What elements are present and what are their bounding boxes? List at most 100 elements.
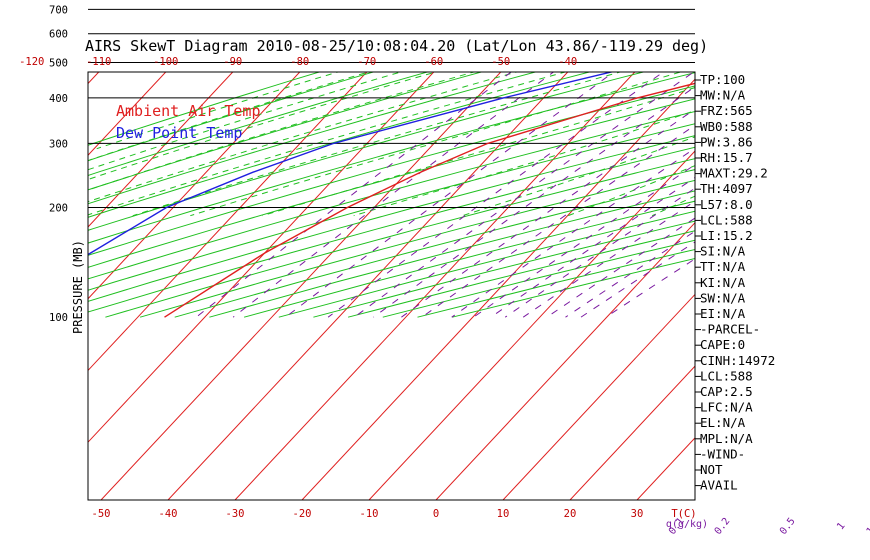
plot-frame: [87, 71, 696, 501]
index-label: RH:15.7: [700, 150, 753, 165]
mixing-ratio-line: [195, 72, 512, 318]
sounding-indices-panel: TP:100MW:N/AFRZ:565WB0:588PW:3.86RH:15.7…: [695, 72, 775, 493]
index-label: MAXT:29.2: [700, 166, 768, 181]
pressure-tick-label: 700: [49, 4, 68, 16]
index-label: WB0:588: [700, 119, 753, 134]
index-label: AVAIL: [700, 478, 738, 493]
moist-adiabat-line: [88, 72, 438, 181]
pressure-tick-label: 400: [49, 93, 68, 105]
mixing-ratio-unit: q(g/kg): [666, 519, 708, 530]
index-label: TT:N/A: [700, 259, 746, 274]
index-label: NOT: [700, 462, 723, 477]
mixing-ratio-line: [285, 72, 615, 318]
top-temp-tick-label: -40: [558, 56, 577, 68]
index-label: TP:100: [700, 72, 745, 87]
index-label: PW:3.86: [700, 134, 753, 149]
mixing-ratio-tick-label: 0.5: [778, 516, 798, 537]
index-label: LI:15.2: [700, 228, 753, 243]
mixing-ratio-line: [401, 108, 695, 318]
isotherm-line: [368, 150, 695, 500]
pressure-tick-label: 200: [49, 203, 68, 215]
isotherm-line: [771, 72, 870, 500]
dry-adiabat-line: [105, 158, 695, 318]
index-label: CAPE:0: [700, 337, 745, 352]
top-temp-tick-label: -70: [357, 56, 376, 68]
bottom-temp-unit: T(C): [671, 508, 696, 520]
legend-dew-point-temp: Dew Point Temp: [116, 124, 242, 142]
moist-adiabat-line: [132, 72, 622, 217]
top-temp-tick-label: -100: [153, 56, 178, 68]
top-temp-tick-label: -90: [223, 56, 242, 68]
y-axis-label: PRESSURE (MB): [71, 240, 85, 334]
isotherm-line: [636, 437, 695, 500]
index-label: MPL:N/A: [700, 431, 753, 446]
top-temp-tick-label: -110: [86, 56, 111, 68]
bottom-temp-tick-label: -50: [92, 508, 111, 520]
dry-adiabat-line: [88, 72, 538, 205]
moist-adiabat-line: [88, 72, 476, 191]
bottom-temp-tick-label: 10: [497, 508, 510, 520]
bottom-temp-tick-label: -10: [360, 508, 379, 520]
index-label: L57:8.0: [700, 197, 753, 212]
pressure-tick-label: 100: [49, 312, 68, 324]
pressure-tick-label: 600: [49, 29, 68, 41]
pressure-tick-label: 300: [49, 138, 68, 150]
moist-adiabat-line: [96, 72, 340, 150]
mixing-ratio-tick-label: 1.5: [865, 516, 870, 537]
dew-point-temp-line: [88, 72, 615, 256]
isotherm-line: [502, 293, 695, 500]
moist-adiabat-line: [353, 110, 695, 217]
bottom-temp-tick-label: -20: [293, 508, 312, 520]
index-label: -WIND-: [700, 446, 745, 461]
moist-adiabat-line: [88, 72, 403, 171]
moist-adiabat-line: [462, 136, 695, 217]
top-temp-tick-label: -50: [491, 56, 510, 68]
mixing-ratio-tick-label: 0.2: [713, 516, 733, 537]
index-label: CINH:14972: [700, 353, 775, 368]
dry-adiabat-line: [88, 72, 646, 231]
dry-adiabat-line: [88, 135, 695, 302]
legend-ambient-air-temp: Ambient Air Temp: [116, 102, 261, 120]
index-label: CAP:2.5: [700, 384, 753, 399]
bottom-temp-tick-label: 20: [564, 508, 577, 520]
mixing-ratio-tick-label: 1: [835, 521, 847, 533]
mixing-ratio-line: [421, 124, 695, 318]
dry-adiabat-line: [88, 72, 592, 218]
index-label: LFC:N/A: [700, 400, 753, 415]
moist-adiabat-line: [262, 87, 695, 217]
index-label: -PARCEL-: [700, 322, 760, 337]
bottom-temp-tick-label: 30: [631, 508, 644, 520]
index-label: EL:N/A: [700, 415, 746, 430]
bottom-temp-tick-label: -40: [159, 508, 178, 520]
index-label: SW:N/A: [700, 290, 746, 305]
isotherm-line: [569, 365, 695, 500]
index-label: LCL:588: [700, 212, 753, 227]
dry-adiabat-line: [88, 146, 695, 313]
top-temp-tick-label: -60: [424, 56, 443, 68]
index-label: TH:4097: [700, 181, 753, 196]
index-label: LCL:588: [700, 368, 753, 383]
index-label: FRZ:565: [700, 103, 753, 118]
isotherm-line: [0, 72, 32, 500]
moist-adiabat-line: [651, 195, 695, 217]
dry-adiabat-line: [88, 110, 695, 280]
isotherm-line: [838, 72, 870, 500]
top-temp-tick-label: -120: [19, 56, 44, 68]
ambient-air-temp-line: [164, 82, 695, 318]
bottom-temp-tick-label: -30: [226, 508, 245, 520]
chart-title: AIRS SkewT Diagram 2010-08-25/10:08:04.2…: [85, 37, 708, 55]
index-label: SI:N/A: [700, 244, 746, 259]
top-temp-tick-label: -80: [290, 56, 309, 68]
isotherm-line: [435, 221, 695, 500]
index-label: MW:N/A: [700, 88, 746, 103]
bottom-temp-tick-label: 0: [433, 508, 439, 520]
index-label: EI:N/A: [700, 306, 746, 321]
dry-adiabat-line: [88, 72, 430, 177]
moist-adiabat-line: [88, 72, 519, 203]
dry-adiabat-line: [88, 123, 695, 291]
moist-adiabat-line: [88, 72, 567, 216]
index-label: KI:N/A: [700, 275, 746, 290]
dry-adiabat-line: [88, 72, 695, 244]
pressure-tick-label: 500: [49, 58, 68, 70]
